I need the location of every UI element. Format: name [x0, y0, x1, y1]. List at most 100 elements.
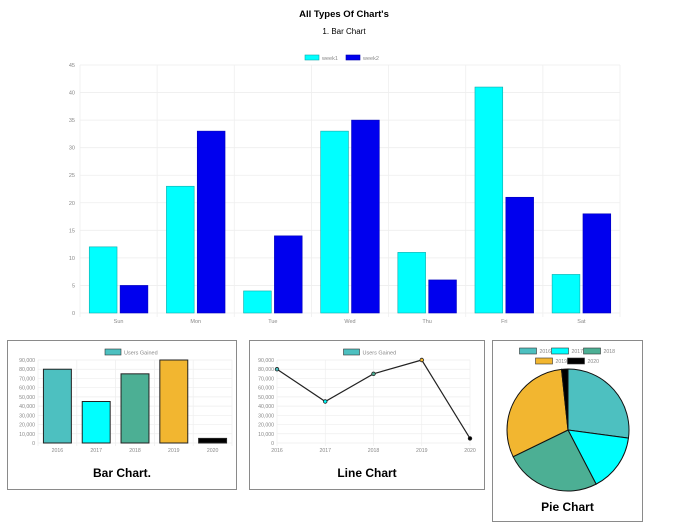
x-tick-label: 2019	[416, 448, 428, 454]
y-tick-label: 30,000	[19, 413, 35, 419]
x-tick-label: 2017	[90, 448, 102, 454]
bar-week2-wed	[351, 119, 380, 314]
y-tick-label: 10,000	[19, 432, 35, 438]
legend-label-2016: 2016	[540, 349, 552, 355]
x-tick-label: Sat	[577, 319, 586, 325]
pie-slice-2017	[567, 429, 630, 485]
legend-swatch-users-gained	[104, 348, 122, 356]
bar-2017	[81, 401, 111, 444]
x-tick-label: 2016	[52, 448, 64, 454]
y-tick-label: 45	[69, 63, 75, 69]
users-line-chart: Users Gained 0 10,000 20,000 30,000 40,000 50,…	[258, 348, 476, 454]
bar-2019	[159, 359, 189, 444]
pie-slice-2016	[567, 368, 630, 439]
y-tick-label: 20,000	[258, 423, 274, 429]
legend-label-users-gained: Users Gained	[363, 351, 397, 357]
legend-label-2020: 2020	[588, 359, 600, 365]
pie-slice-2018	[512, 429, 597, 492]
y-tick-label: 60,000	[258, 386, 274, 392]
bar-2020	[198, 437, 228, 444]
y-tick-label: 90,000	[258, 358, 274, 364]
y-tick-label: 5	[72, 283, 75, 289]
main-bar-chart: week1 week2 0 5 10 15 20 25 30 35 40 45 Sun Mon Tue Wed…	[69, 54, 621, 325]
x-tick-label: 2020	[207, 448, 219, 454]
pie-slice-2019	[506, 368, 569, 458]
x-tick-label: 2018	[368, 448, 380, 454]
users-pie-chart: 2016 2017 2018 2019 2020	[506, 347, 630, 492]
y-tick-label: 40	[69, 91, 75, 97]
line-chart-caption: Line Chart	[337, 466, 397, 480]
y-tick-label: 20	[69, 201, 75, 207]
x-tick-label: Mon	[190, 319, 201, 325]
x-tick-label: 2016	[271, 448, 283, 454]
y-tick-label: 25	[69, 173, 75, 179]
y-tick-label: 15	[69, 228, 75, 234]
bar-chart-caption: Bar Chart.	[92, 466, 151, 480]
y-tick-label: 30,000	[258, 413, 274, 419]
bar-week2-fri	[505, 196, 534, 314]
legend-label-week1: week1	[321, 56, 338, 62]
legend-swatch-2016	[519, 347, 537, 355]
y-tick-label: 90,000	[19, 358, 35, 364]
y-tick-label: 0	[271, 441, 274, 447]
y-tick-label: 70,000	[19, 376, 35, 382]
legend-label-2018: 2018	[604, 349, 616, 355]
page-title: All Types Of Chart's	[299, 9, 389, 20]
y-tick-label: 60,000	[19, 386, 35, 392]
line-point-2020	[467, 436, 473, 441]
legend-swatch-2020	[567, 357, 585, 365]
y-tick-label: 40,000	[258, 404, 274, 410]
bar-week1-fri	[474, 86, 504, 314]
x-tick-label: Thu	[422, 319, 431, 325]
bar-week1-sat	[551, 274, 581, 314]
legend-swatch-users-gained	[343, 348, 360, 356]
bar-week2-mon	[196, 130, 226, 314]
y-tick-label: 40,000	[19, 404, 35, 410]
line-point-2017	[323, 399, 328, 404]
legend-label-2019: 2019	[556, 359, 568, 365]
pie-chart-panel: 2016 2017 2018 2019 2020 Pie Chart	[492, 340, 643, 522]
y-tick-label: 70,000	[258, 376, 274, 382]
y-tick-label: 35	[69, 118, 75, 124]
y-tick-label: 0	[72, 311, 75, 317]
x-tick-label: 2018	[129, 448, 141, 454]
bar-week1-wed	[320, 130, 349, 314]
y-tick-label: 0	[32, 441, 35, 447]
line-chart-panel: Users Gained 0 10,000 20,000 30,000 40,000 50,…	[249, 340, 485, 490]
legend-swatch-week2	[345, 54, 361, 61]
section-title: 1. Bar Chart	[322, 27, 366, 36]
y-tick-label: 50,000	[19, 395, 35, 401]
x-tick-label: 2020	[464, 448, 476, 454]
line-point-2019	[419, 357, 424, 363]
y-tick-label: 10	[69, 256, 75, 262]
bar-week1-tue	[243, 290, 272, 314]
legend-label-week2: week2	[362, 56, 379, 62]
line-point-2016	[274, 367, 280, 372]
x-tick-label: Fri	[501, 319, 507, 325]
legend-swatch-week1	[304, 54, 320, 61]
legend-label-2017: 2017	[572, 349, 584, 355]
x-tick-label: 2017	[319, 448, 331, 454]
y-tick-label: 10,000	[258, 432, 274, 438]
x-tick-label: Wed	[344, 319, 355, 325]
y-tick-label: 30	[69, 146, 75, 152]
bar-2018	[120, 373, 150, 444]
y-tick-label: 80,000	[258, 367, 274, 373]
bar-week2-thu	[428, 279, 457, 314]
legend-swatch-2019	[535, 357, 553, 365]
bar-week1-sun	[88, 246, 118, 314]
legend-label-users-gained: Users Gained	[124, 351, 158, 357]
x-tick-label: Tue	[268, 319, 277, 325]
y-tick-label: 20,000	[19, 423, 35, 429]
line-point-2018	[371, 371, 376, 377]
x-tick-label: Sun	[114, 319, 124, 325]
bar-week2-tue	[274, 235, 303, 314]
bar-chart-panel: Users Gained 0 10,000 20,000 30,000 40,000 50,…	[7, 340, 237, 490]
legend-swatch-2018	[583, 347, 601, 355]
y-tick-label: 80,000	[19, 367, 35, 373]
legend-swatch-2017	[551, 347, 569, 355]
pie-slice-2020	[560, 368, 569, 431]
pie-chart-caption: Pie Chart	[541, 500, 594, 514]
y-tick-label: 50,000	[258, 395, 274, 401]
x-tick-label: 2019	[168, 448, 180, 454]
